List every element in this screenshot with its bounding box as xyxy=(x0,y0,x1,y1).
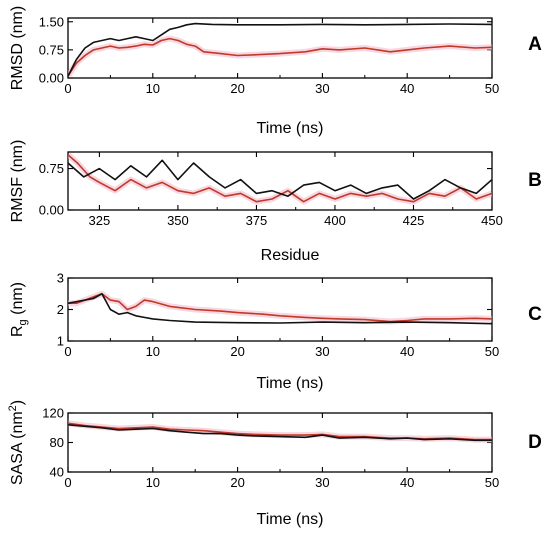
panel-letter: D xyxy=(528,432,542,453)
x-axis-label: Residue xyxy=(261,247,320,264)
series-group xyxy=(68,420,492,443)
x-axis-label: Time (ns) xyxy=(257,375,324,392)
y-axis-label: SASA (nm2) xyxy=(7,400,26,485)
series-group xyxy=(68,152,492,205)
x-tick-label: 0 xyxy=(64,344,71,359)
y-tick-label: 0.00 xyxy=(39,203,64,218)
x-tick-label: 350 xyxy=(167,213,189,228)
x-tick-label: 10 xyxy=(146,81,160,96)
panel-letter: B xyxy=(528,170,542,191)
x-tick-label: 0 xyxy=(64,475,71,490)
series-shadow xyxy=(68,35,492,78)
y-tick-label: 40 xyxy=(50,465,64,480)
panel-c: 0 10 20 30 40 50 1 2 3 Time (ns) Rg (nm) C xyxy=(9,271,542,393)
y-tick-label: 3 xyxy=(57,271,64,286)
series-line-black xyxy=(68,424,492,442)
x-tick-label: 0 xyxy=(64,81,71,96)
panel-d: 0 10 20 30 40 50 40 80 120 Time (ns) SASA (nm2) D xyxy=(7,400,542,528)
series-group xyxy=(68,290,492,325)
x-tick-label: 20 xyxy=(230,475,244,490)
y-tick-label: 80 xyxy=(50,435,64,450)
x-tick-label: 30 xyxy=(315,81,329,96)
y-tick-label: 120 xyxy=(42,406,64,421)
y-tick-label: 0.75 xyxy=(39,42,64,57)
panel-letter: C xyxy=(528,304,542,325)
x-tick-label: 10 xyxy=(146,475,160,490)
x-tick-label: 20 xyxy=(230,81,244,96)
series-line-black xyxy=(68,159,492,200)
x-tick-label: 50 xyxy=(485,344,499,359)
panel-b: 325 350 375 400 425 450 0.00 0.75 Residue RMSF (n… xyxy=(9,140,542,264)
x-tick-label: 375 xyxy=(246,213,268,228)
x-tick-label: 20 xyxy=(230,344,244,359)
y-tick-label: 0.00 xyxy=(39,71,64,86)
x-tick-label: 325 xyxy=(89,213,111,228)
x-tick-label: 425 xyxy=(403,213,425,228)
x-axis-label: Time (ns) xyxy=(257,511,324,528)
y-tick-label: 1.50 xyxy=(39,14,64,29)
plot-frame xyxy=(67,151,493,211)
series-line-black xyxy=(68,22,492,77)
series-line-black xyxy=(68,292,492,325)
x-axis-label: Time (ns) xyxy=(257,120,324,137)
series-group xyxy=(68,22,492,78)
y-axis-label: RMSD (nm) xyxy=(9,6,26,90)
x-tick-label: 450 xyxy=(481,213,503,228)
y-axis-label: RMSF (nm) xyxy=(9,140,26,223)
panel-a: 0 10 20 30 40 50 0.00 0.75 1.50 Time (ns) RMSD (nm… xyxy=(9,6,542,137)
x-tick-label: 50 xyxy=(485,475,499,490)
y-tick-label: 1 xyxy=(57,334,64,349)
x-tick-label: 30 xyxy=(315,475,329,490)
y-axis-label: Rg (nm) xyxy=(9,282,29,337)
x-tick-label: 40 xyxy=(400,81,414,96)
y-tick-label: 0.75 xyxy=(39,161,64,176)
x-tick-label: 40 xyxy=(400,475,414,490)
x-tick-label: 50 xyxy=(485,81,499,96)
x-tick-label: 400 xyxy=(324,213,346,228)
plot-frame xyxy=(67,412,493,473)
series-line-red xyxy=(68,292,492,323)
x-tick-label: 10 xyxy=(146,344,160,359)
x-tick-label: 40 xyxy=(400,344,414,359)
panel-letter: A xyxy=(528,34,542,55)
y-tick-label: 2 xyxy=(57,302,64,317)
series-line-red xyxy=(68,37,492,77)
series-line-red xyxy=(68,154,492,203)
x-tick-label: 30 xyxy=(315,344,329,359)
